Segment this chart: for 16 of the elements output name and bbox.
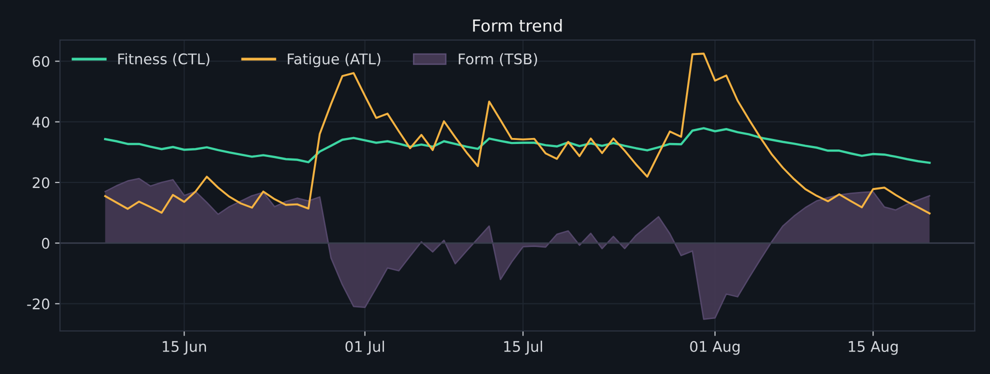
- legend-label: Fitness (CTL): [118, 53, 210, 66]
- y-tick-label: 60: [32, 56, 50, 67]
- y-tick-label: -20: [27, 298, 50, 310]
- x-tick-label: 15 Jul: [504, 340, 542, 355]
- y-tick-label: 0: [42, 238, 50, 249]
- y-tick-label: 40: [32, 116, 50, 128]
- legend-label: Form (TSB): [458, 53, 538, 66]
- x-tick-label: 01 Jul: [345, 340, 384, 355]
- legend-label: Fatigue (ATL): [288, 53, 380, 68]
- y-tick-label: 20: [32, 177, 50, 188]
- chart-title: Form trend: [473, 19, 562, 32]
- x-tick-label: 01 Aug: [690, 340, 740, 355]
- x-tick-label: 15 Jun: [162, 341, 206, 355]
- line-series: [104, 52, 931, 214]
- x-tick-label: 15 Aug: [848, 341, 898, 355]
- line-series: [104, 127, 931, 164]
